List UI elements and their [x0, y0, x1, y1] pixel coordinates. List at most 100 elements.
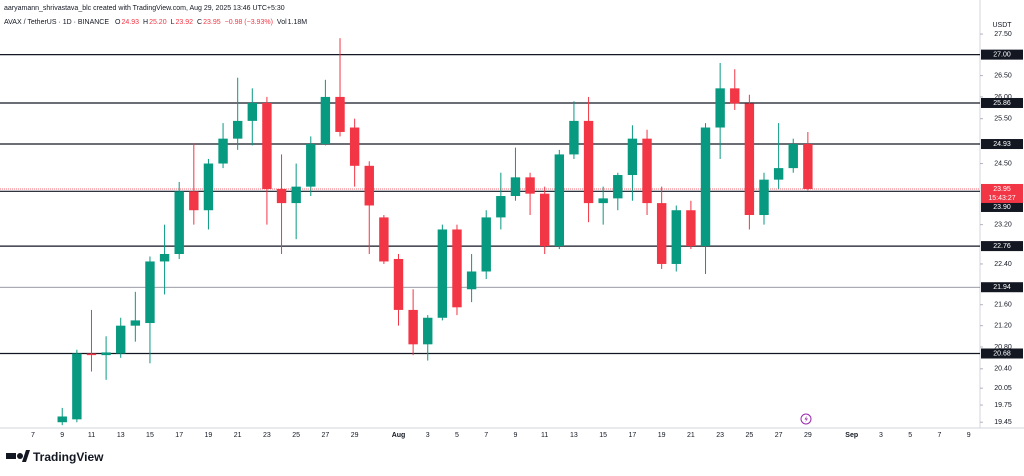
brand: TradingView: [33, 450, 104, 464]
y-tick-label: 27.50: [994, 31, 1012, 38]
candle-body: [393, 258, 404, 310]
candle-body: [452, 229, 462, 308]
legend-key: Vol: [277, 19, 287, 26]
x-tick-label: 29: [351, 432, 359, 439]
candle-body: [320, 96, 331, 145]
x-tick-label: 5: [455, 432, 459, 439]
y-tick-label: 20.40: [994, 366, 1012, 373]
candle-body: [510, 177, 521, 197]
candle-body: [247, 102, 257, 121]
legend-value: 23.95: [203, 19, 221, 26]
candle-body: [496, 196, 506, 218]
y-tick-label: 24.50: [994, 160, 1012, 167]
candle-body: [569, 120, 579, 155]
y-tick-label: 22.40: [994, 261, 1012, 268]
x-tick-label: 27: [775, 432, 783, 439]
legend-value: 23.92: [176, 19, 194, 26]
candle-body: [423, 317, 433, 345]
candle-body: [744, 103, 755, 216]
x-tick-label: 3: [426, 432, 430, 439]
candle-body: [72, 353, 82, 420]
x-tick-label: Sep: [845, 432, 858, 439]
currency-label: USDT: [992, 22, 1012, 29]
candle-body: [700, 127, 711, 247]
legend-value: 1.18M: [288, 19, 308, 26]
candle-body: [671, 210, 681, 264]
candle-body: [803, 144, 813, 189]
x-tick-label: 23: [716, 432, 724, 439]
candle-body: [773, 168, 784, 180]
level-label-box: [981, 97, 1023, 108]
y-tick-label: 20.05: [994, 385, 1012, 392]
x-tick-label: 23: [263, 432, 271, 439]
level-label: 23.90: [993, 204, 1011, 211]
candle-body: [627, 138, 638, 176]
symbol-title: AVAX / TetherUS · 1D · BINANCE: [4, 19, 109, 26]
candle-body: [232, 120, 243, 139]
x-tick-label: 9: [514, 432, 518, 439]
y-tick-label: 21.60: [994, 302, 1012, 309]
x-tick-label: 15: [599, 432, 607, 439]
x-tick-label: Aug: [392, 432, 406, 439]
candle-body: [101, 352, 111, 356]
x-tick-label: 17: [175, 432, 183, 439]
x-tick-label: 19: [205, 432, 213, 439]
legend-key: H: [143, 19, 148, 26]
logo-mark: [6, 453, 16, 459]
candle-body: [130, 320, 141, 326]
x-tick-label: 29: [804, 432, 812, 439]
candle-body: [788, 144, 798, 169]
level-label-box: [981, 49, 1023, 60]
level-label-box: [981, 348, 1023, 359]
x-tick-label: 9: [967, 432, 971, 439]
x-tick-label: 7: [484, 432, 488, 439]
x-tick-label: 21: [234, 432, 242, 439]
x-tick-label: 7: [937, 432, 941, 439]
candle-body: [349, 127, 360, 166]
level-label: 24.93: [993, 141, 1011, 148]
candle-body: [203, 163, 214, 211]
x-tick-label: 11: [541, 432, 548, 439]
candle-body: [262, 102, 272, 189]
candle-body: [364, 165, 374, 206]
legend-value: 24.93: [121, 19, 139, 26]
candle-body: [656, 203, 667, 264]
level-label: 21.94: [993, 284, 1011, 291]
candle-body: [437, 229, 448, 318]
candle-body: [116, 325, 126, 354]
level-label: 20.68: [993, 350, 1011, 357]
y-tick-label: 21.20: [994, 323, 1012, 330]
y-tick-label: 19.45: [994, 419, 1012, 426]
x-tick-label: 27: [322, 432, 330, 439]
x-tick-label: 3: [879, 432, 883, 439]
candle-body: [174, 191, 184, 254]
candle-body: [613, 175, 623, 199]
event-icon: [800, 413, 812, 425]
candle-body: [583, 120, 594, 204]
candle-body: [642, 138, 652, 204]
x-tick-label: 17: [629, 432, 637, 439]
y-tick-label: 26.50: [994, 72, 1012, 79]
candle-body: [525, 177, 535, 194]
legend-key: C: [197, 19, 202, 26]
candle-body: [379, 217, 389, 262]
legend-key: O: [115, 19, 121, 26]
candle-body: [335, 96, 345, 132]
legend-value: −0.98 (−3.93%): [225, 19, 273, 26]
last-price-label: 23.95: [993, 186, 1011, 193]
candle-body: [598, 198, 608, 204]
candle-body: [276, 188, 287, 204]
x-tick-label: 25: [292, 432, 300, 439]
brand-logo: TradingView: [6, 450, 104, 464]
level-label: 22.76: [993, 243, 1011, 250]
candle-body: [759, 179, 769, 216]
countdown: 15:43:27: [988, 195, 1015, 202]
candle-body: [86, 353, 97, 356]
y-tick-label: 20.80: [994, 344, 1012, 351]
y-tick-label: 19.75: [994, 402, 1012, 409]
candle-body: [159, 253, 170, 262]
x-tick-label: 15: [146, 432, 154, 439]
y-tick-label: 23.20: [994, 221, 1012, 228]
